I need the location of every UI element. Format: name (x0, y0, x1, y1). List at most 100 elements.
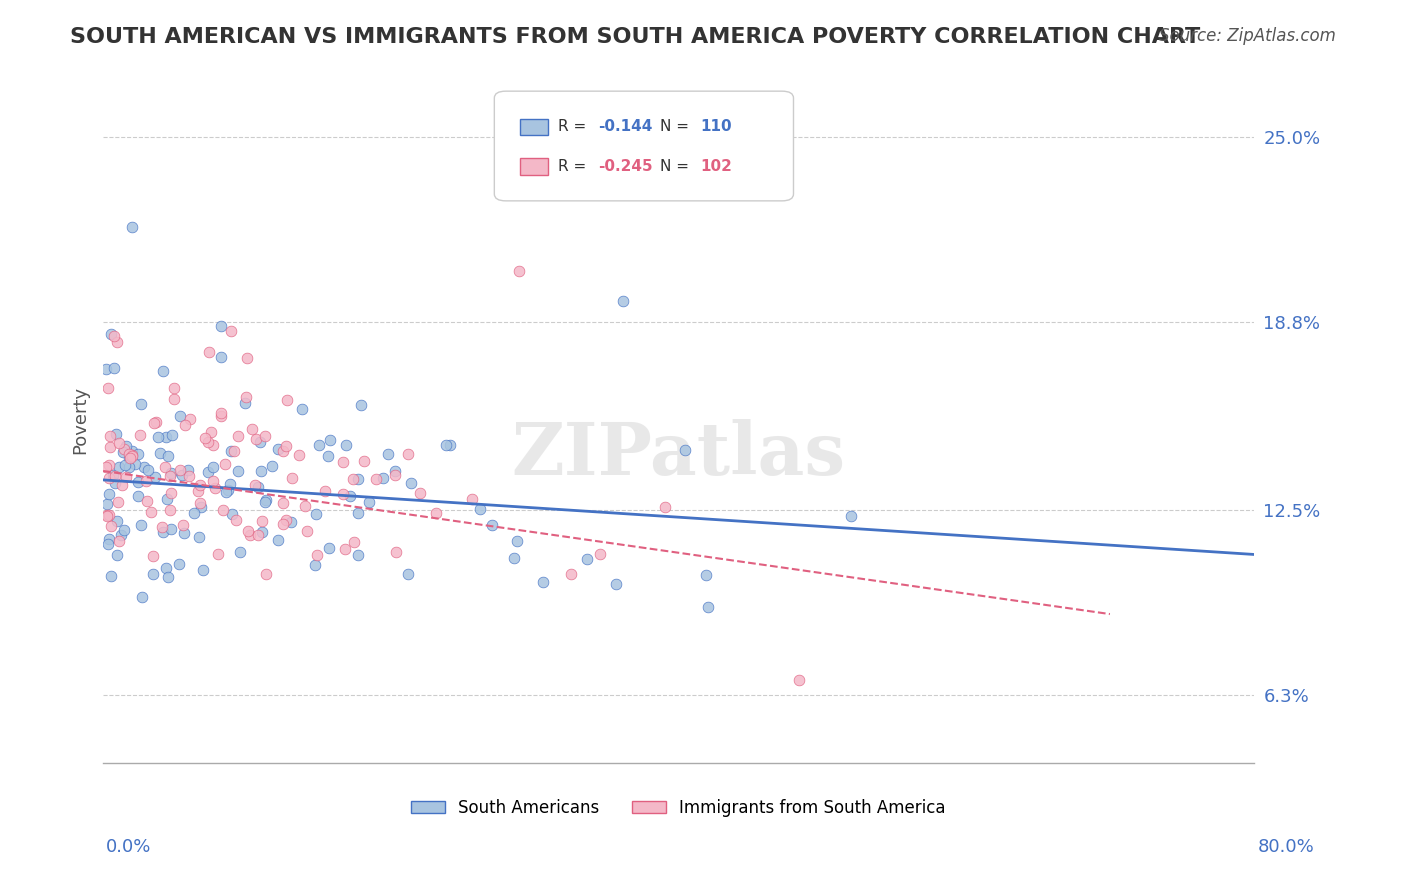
Point (347, 472, 370, 486)
Point (294, 500, 316, 514)
Point (789, 673, 811, 687)
Point (332, 455, 354, 469)
Point (103, 329, 125, 343)
Point (384, 468, 406, 483)
Point (160, 467, 183, 481)
Point (163, 392, 186, 406)
Point (107, 495, 129, 509)
Point (105, 426, 128, 441)
Point (409, 486, 432, 500)
Point (332, 487, 354, 501)
Point (209, 405, 232, 419)
Point (209, 409, 232, 424)
Point (295, 524, 318, 538)
Point (273, 496, 295, 510)
Point (401, 475, 423, 490)
Point (152, 364, 174, 378)
Point (136, 463, 159, 477)
Point (162, 428, 184, 442)
Point (267, 533, 290, 548)
Point (98, 508, 121, 523)
Point (576, 551, 599, 566)
Point (202, 459, 225, 474)
Point (239, 527, 262, 541)
Point (366, 472, 388, 486)
Point (267, 442, 290, 456)
Point (114, 458, 136, 472)
Point (100, 569, 122, 583)
Point (112, 523, 135, 537)
Point (508, 264, 530, 278)
Text: 110: 110 (700, 120, 733, 135)
Point (307, 548, 329, 562)
Point (118, 450, 141, 465)
Text: R =: R = (558, 120, 591, 135)
Point (281, 471, 304, 485)
Text: Source: ZipAtlas.com: Source: ZipAtlas.com (1159, 27, 1336, 45)
Point (129, 397, 152, 411)
Point (143, 470, 166, 484)
Point (97, 537, 120, 551)
Point (318, 541, 340, 555)
FancyBboxPatch shape (520, 119, 548, 135)
Point (127, 475, 149, 489)
Point (94, 459, 117, 474)
Point (371, 471, 394, 485)
Point (396, 447, 419, 461)
Point (98, 429, 121, 443)
Point (197, 465, 219, 479)
Point (314, 483, 336, 498)
Point (673, 443, 696, 458)
Point (254, 429, 277, 443)
Text: 0.0%: 0.0% (105, 838, 150, 855)
Point (187, 484, 209, 499)
Point (235, 390, 257, 404)
Point (128, 427, 150, 442)
Text: -0.144: -0.144 (598, 120, 652, 135)
Point (131, 590, 153, 604)
Point (425, 506, 447, 520)
Point (111, 478, 134, 492)
Point (103, 467, 125, 482)
Point (271, 516, 294, 531)
Point (280, 516, 302, 530)
Point (169, 409, 191, 423)
Point (202, 438, 225, 452)
Point (353, 454, 375, 468)
Point (377, 447, 399, 461)
Point (271, 443, 294, 458)
Point (121, 449, 143, 463)
Point (107, 436, 129, 450)
Point (155, 459, 177, 474)
Point (308, 438, 330, 452)
Point (245, 433, 267, 447)
Point (97, 458, 120, 472)
Point (139, 505, 162, 519)
Point (434, 438, 457, 452)
Point (695, 567, 717, 582)
Point (200, 425, 222, 439)
Point (105, 548, 128, 562)
Point (531, 575, 554, 590)
Point (240, 422, 263, 436)
Point (118, 447, 141, 461)
Point (142, 549, 165, 563)
Point (612, 293, 634, 308)
Point (245, 478, 267, 492)
Point (108, 460, 131, 475)
Point (156, 491, 179, 506)
Point (98, 440, 121, 454)
Point (247, 528, 270, 542)
Point (152, 524, 174, 539)
Text: 102: 102 (700, 159, 733, 174)
Point (250, 525, 273, 540)
Point (97, 486, 120, 500)
Point (461, 491, 484, 506)
Point (481, 517, 503, 532)
Point (201, 474, 224, 488)
Point (183, 506, 205, 520)
Point (217, 483, 239, 497)
Point (179, 412, 201, 426)
Point (121, 448, 143, 462)
Point (260, 459, 283, 474)
